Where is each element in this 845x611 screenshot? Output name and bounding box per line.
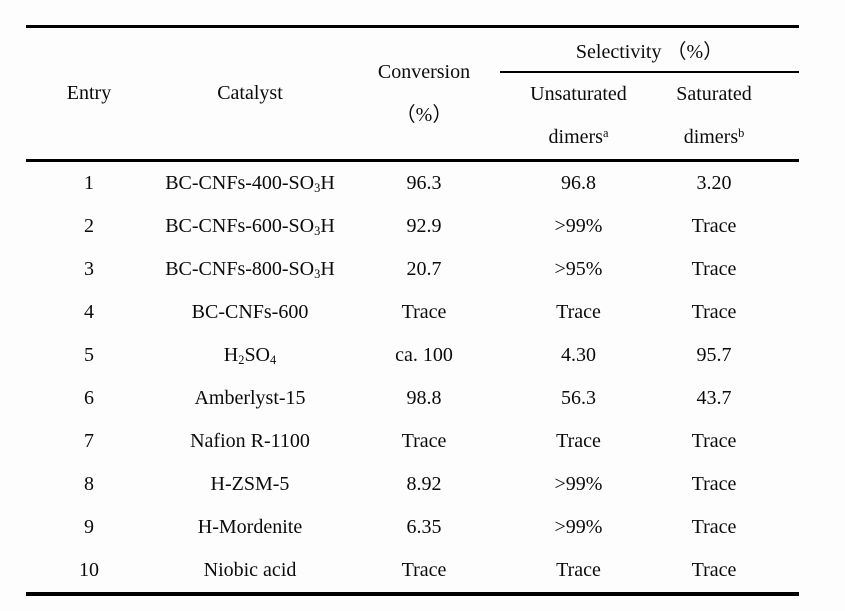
cell-catalyst: BC-CNFs-800-SO3H <box>165 258 335 282</box>
cell-unsaturated-selectivity: 96.8 <box>561 172 596 194</box>
cell-conversion: ca. 100 <box>395 344 453 366</box>
cell-entry: 4 <box>84 301 94 323</box>
cell-unsaturated-selectivity: 56.3 <box>561 387 596 409</box>
table-row: 1 BC-CNFs-400-SO3H 96.3 96.8 3.20 <box>26 161 799 206</box>
cell-saturated-selectivity: Trace <box>691 516 737 538</box>
table-row: 8 H-ZSM-5 8.92 >99% Trace <box>26 463 799 506</box>
cell-unsaturated-selectivity: >99% <box>554 215 603 237</box>
col-header-entry: Entry <box>26 26 152 162</box>
cell-conversion: 20.7 <box>406 258 442 280</box>
cell-entry: 6 <box>84 387 94 409</box>
cell-entry: 8 <box>84 473 94 495</box>
cell-unsaturated-selectivity: 4.30 <box>561 344 596 366</box>
header-row-subcolumns: Unsaturated dimersa Saturated dimersb <box>26 72 800 162</box>
cell-saturated-selectivity: Trace <box>691 215 737 237</box>
cell-catalyst: H2SO4 <box>223 344 277 368</box>
saturated-label-line1: Saturated <box>676 83 752 105</box>
col-header-conversion: Conversion （%） <box>348 26 500 162</box>
cell-conversion: Trace <box>401 559 447 581</box>
cell-entry: 5 <box>84 344 94 366</box>
cell-saturated-selectivity: Trace <box>691 559 737 581</box>
cell-conversion: 96.3 <box>406 172 442 194</box>
col-header-selectivity-group: Selectivity （%） <box>500 26 800 73</box>
cell-unsaturated-selectivity: Trace <box>556 559 601 581</box>
conversion-label-line1: Conversion <box>377 60 471 83</box>
table-row: 10 Niobic acid Trace Trace Trace <box>26 549 799 594</box>
cell-entry: 3 <box>84 258 94 280</box>
cell-conversion: 8.92 <box>406 473 442 495</box>
cell-catalyst: Nafion R-1100 <box>190 430 310 452</box>
table-header: Entry Catalyst Conversion （%） Selectivit… <box>26 26 800 162</box>
cell-unsaturated-selectivity: >99% <box>554 473 603 495</box>
table-body: 1 BC-CNFs-400-SO3H 96.3 96.8 3.20 2 BC-C… <box>26 161 799 595</box>
cell-conversion: 92.9 <box>406 215 442 237</box>
conversion-label-line2: （%） <box>395 103 453 126</box>
table-row: 9 H-Mordenite 6.35 >99% Trace <box>26 506 799 549</box>
cell-catalyst: H-ZSM-5 <box>210 473 290 495</box>
cell-conversion: 6.35 <box>406 516 442 538</box>
table-row: 6 Amberlyst-15 98.8 56.3 43.7 <box>26 377 799 420</box>
cell-saturated-selectivity: 95.7 <box>696 344 732 366</box>
cell-unsaturated-selectivity: >95% <box>554 258 603 280</box>
cell-saturated-selectivity: 3.20 <box>696 172 732 194</box>
cell-conversion: 98.8 <box>406 387 442 409</box>
cell-unsaturated-selectivity: Trace <box>556 301 601 323</box>
col-header-saturated-dimers: Saturated dimersb <box>657 72 800 162</box>
table-row: 4 BC-CNFs-600 Trace Trace Trace <box>26 291 799 334</box>
cell-saturated-selectivity: Trace <box>691 473 737 495</box>
table-row: 5 H2SO4 ca. 100 4.30 95.7 <box>26 334 799 377</box>
cell-conversion: Trace <box>401 301 447 323</box>
col-header-catalyst: Catalyst <box>152 26 348 162</box>
cell-catalyst: BC-CNFs-600 <box>191 301 309 323</box>
catalyst-screening-table: Entry Catalyst Conversion （%） Selectivit… <box>26 25 800 596</box>
cell-unsaturated-selectivity: Trace <box>556 430 601 452</box>
table-row: 2 BC-CNFs-600-SO3H 92.9 >99% Trace <box>26 205 799 248</box>
cell-catalyst: H-Mordenite <box>197 516 303 538</box>
cell-catalyst: BC-CNFs-400-SO3H <box>165 172 335 196</box>
cell-entry: 1 <box>84 172 94 194</box>
cell-saturated-selectivity: 43.7 <box>696 387 732 409</box>
cell-catalyst: Niobic acid <box>203 559 297 581</box>
table-row: 3 BC-CNFs-800-SO3H 20.7 >95% Trace <box>26 248 799 291</box>
cell-unsaturated-selectivity: >99% <box>554 516 603 538</box>
col-header-unsaturated-dimers: Unsaturated dimersa <box>500 72 657 162</box>
unsaturated-label-line2: dimersa <box>548 125 609 148</box>
cell-catalyst: Amberlyst-15 <box>194 387 306 409</box>
saturated-label-line2: dimersb <box>683 125 745 148</box>
cell-saturated-selectivity: Trace <box>691 301 737 323</box>
header-row-group: Entry Catalyst Conversion （%） Selectivit… <box>26 26 800 162</box>
cell-entry: 2 <box>84 215 94 237</box>
cell-entry: 7 <box>84 430 94 452</box>
cell-entry: 9 <box>84 516 94 538</box>
cell-conversion: Trace <box>401 430 447 452</box>
table-row: 7 Nafion R-1100 Trace Trace Trace <box>26 420 799 463</box>
unsaturated-label-line1: Unsaturated <box>530 83 627 105</box>
cell-entry: 10 <box>79 559 99 581</box>
cell-catalyst: BC-CNFs-600-SO3H <box>165 215 335 239</box>
cell-saturated-selectivity: Trace <box>691 258 737 280</box>
cell-saturated-selectivity: Trace <box>691 430 737 452</box>
